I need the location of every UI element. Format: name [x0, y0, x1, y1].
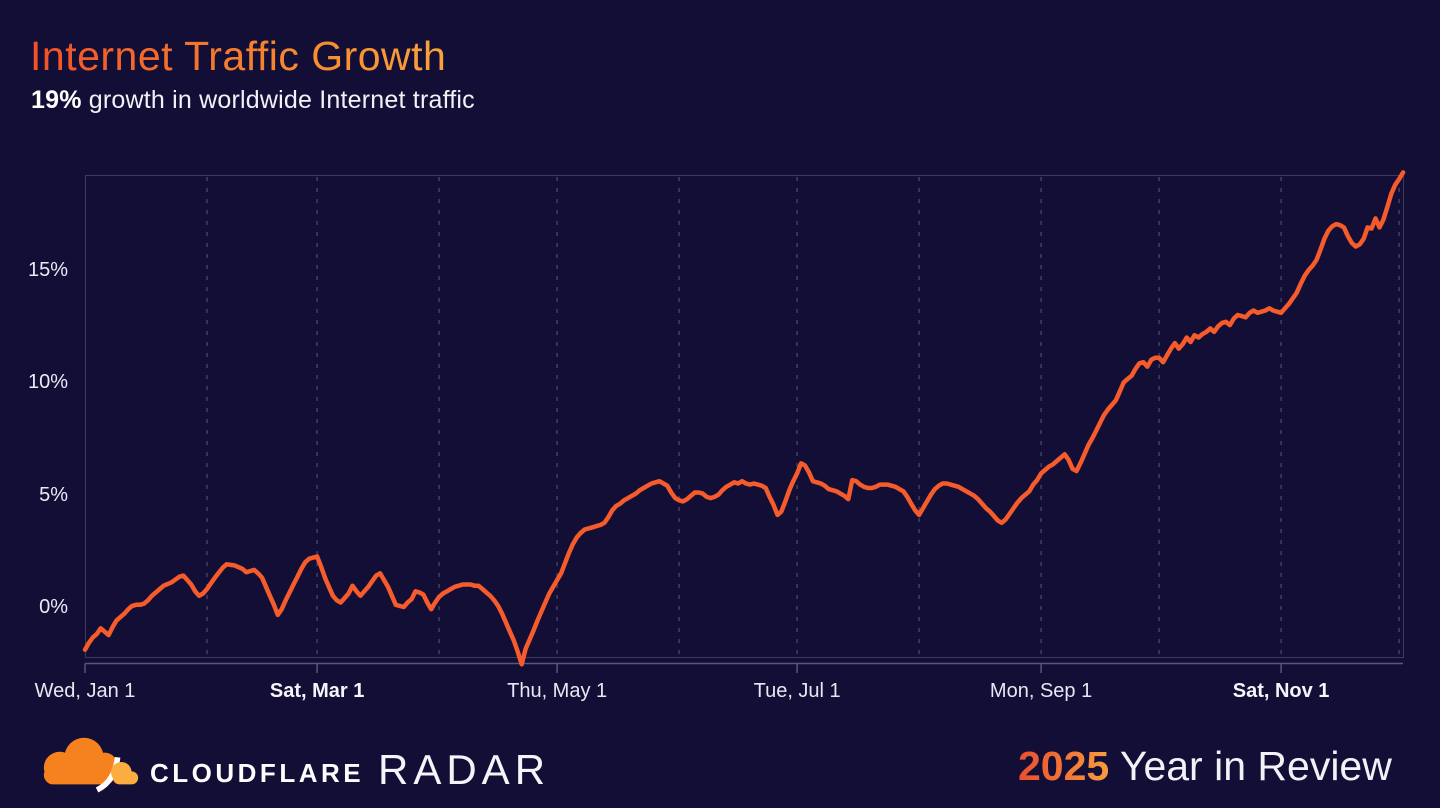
x-tick-label-jan1: Wed, Jan 1	[34, 680, 136, 702]
subtitle-rest: growth in worldwide Internet traffic	[81, 86, 475, 114]
y-tick-label-10pct: 10%	[27, 371, 68, 394]
cloudflare-cloud-logo	[43, 737, 139, 793]
radar-wordmark: RADAR	[378, 746, 551, 793]
page-title: Internet Traffic Growth	[30, 33, 446, 79]
year-in-review-text: Year in Review	[1109, 743, 1392, 789]
plot-border	[85, 175, 1404, 658]
svg-text:2025 Year in Review: 2025 Year in Review	[1018, 743, 1392, 789]
x-tick-label-jul1: Tue, Jul 1	[753, 680, 841, 702]
cloud-main-shape	[43, 737, 118, 785]
subtitle-stat: 19%	[31, 86, 82, 114]
cloudflare-wordmark: CLOUDFLARE	[150, 758, 365, 788]
y-tick-label-15pct: 15%	[27, 259, 68, 282]
year-2025: 2025	[1018, 743, 1109, 789]
y-tick-label-0pct: 0%	[39, 596, 68, 618]
page-title-text: Internet Traffic Growth	[30, 33, 446, 79]
traffic-growth-line	[82, 170, 1406, 667]
x-tick-label-sep1: Mon, Sep 1	[989, 680, 1093, 702]
x-tick-label-may1: Thu, May 1	[507, 680, 608, 702]
cloud-slash-icon	[95, 756, 121, 793]
x-tick-label-nov1: Sat, Nov 1	[1232, 680, 1330, 702]
y-tick-label-5pct: 5%	[39, 483, 68, 506]
x-tick-label-mar1: Sat, Mar 1	[269, 680, 365, 702]
month-gridlines	[206, 177, 1400, 654]
page-subtitle: 19% growth in worldwide Internet traffic	[31, 86, 475, 115]
year-in-review: 2025 Year in Review	[1018, 743, 1392, 789]
x-axis-ticks	[84, 663, 1282, 673]
cloud-small-shape	[111, 762, 139, 785]
